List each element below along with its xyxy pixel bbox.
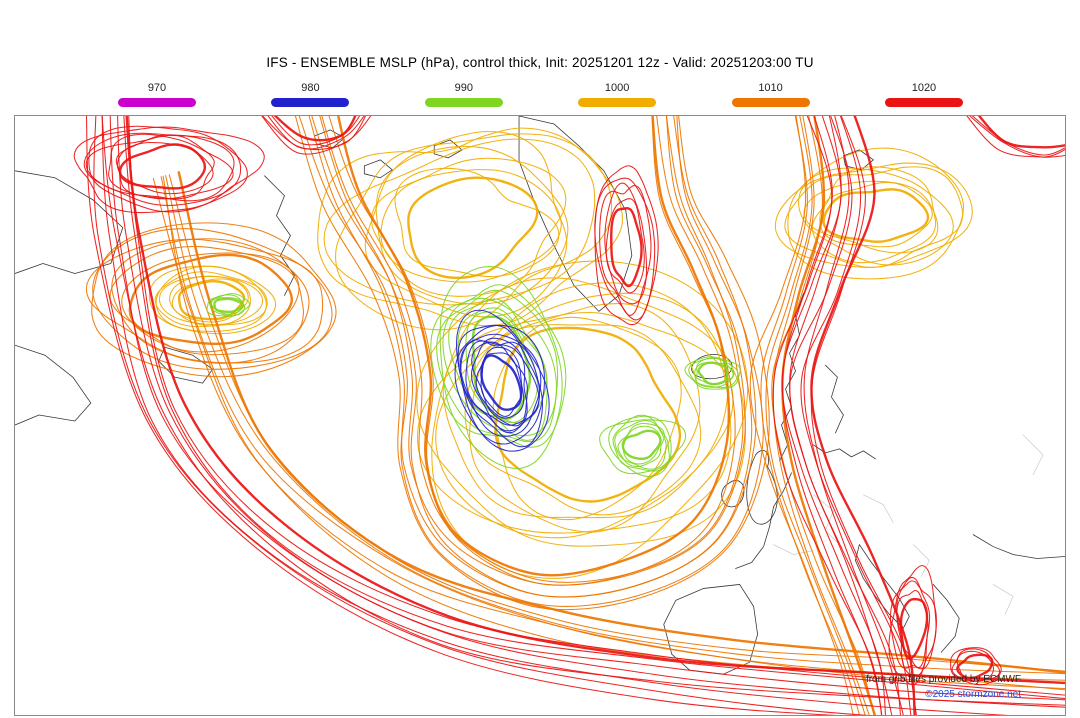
legend-label: 980 xyxy=(301,82,320,94)
legend-swatch xyxy=(731,98,810,107)
legend-item-990: 990 xyxy=(424,82,503,107)
legend-swatch xyxy=(118,98,196,107)
legend-swatch xyxy=(884,98,963,107)
legend-label: 1000 xyxy=(604,82,630,94)
map-area: from grib files provided by ECMWF ©2025 … xyxy=(14,115,1066,716)
legend-item-970: 970 xyxy=(118,82,196,107)
page-title: IFS - ENSEMBLE MSLP (hPa), control thick… xyxy=(266,55,814,70)
map-canvas xyxy=(15,116,1065,715)
legend-swatch xyxy=(424,98,503,107)
legend-label: 1020 xyxy=(911,82,937,94)
legend-swatch xyxy=(578,98,657,107)
legend-label: 970 xyxy=(147,82,167,94)
legend-item-980: 980 xyxy=(271,82,350,107)
legend-item-1010: 1010 xyxy=(731,82,810,107)
legend-label: 990 xyxy=(454,82,473,94)
pressure-legend: 970 980 990 1000 1010 1020 xyxy=(118,82,963,107)
legend-item-1020: 1020 xyxy=(884,82,963,107)
legend-label: 1010 xyxy=(758,82,783,94)
legend-item-1000: 1000 xyxy=(578,82,657,107)
legend-swatch xyxy=(271,98,350,107)
credit-line2: ©2025 stormzone.net xyxy=(925,689,1021,700)
credit-line1: from grib files provided by ECMWF xyxy=(865,674,1021,685)
